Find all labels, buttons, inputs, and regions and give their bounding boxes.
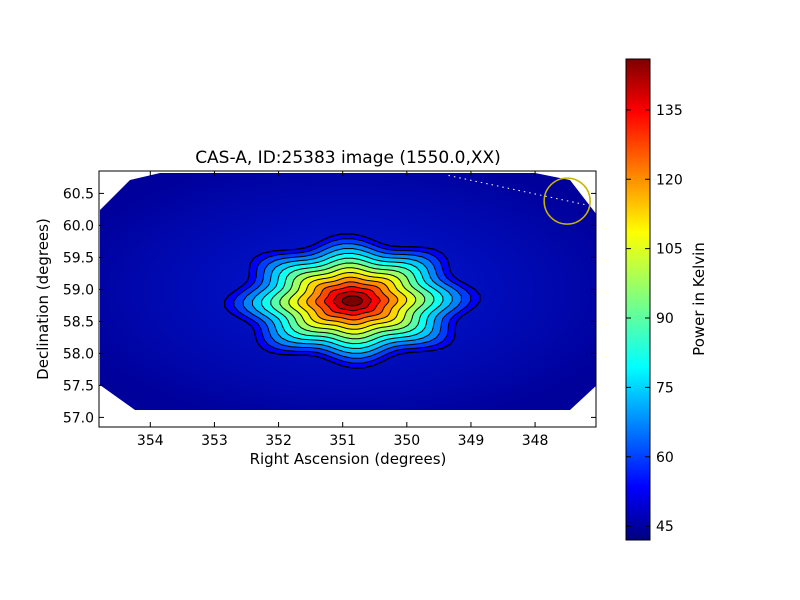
- contour: [306, 276, 399, 326]
- x-tick-label: 349: [458, 433, 485, 449]
- y-axis: 57.0 57.5 58.0 58.5 59.0 59.5 60.0 60.5: [63, 186, 596, 426]
- colorbar-tick-label: 75: [656, 380, 674, 396]
- colorbar-label: Power in Kelvin: [690, 242, 708, 356]
- colorbar: 45 60 75 90 105 120 135 Power in Kelvin: [625, 58, 708, 541]
- colorbar-tick-label: 60: [656, 450, 674, 466]
- contour: [251, 247, 453, 354]
- y-tick-label: 58.0: [63, 346, 94, 362]
- colorbar-tick-label: 90: [656, 311, 674, 327]
- marker-circle: [543, 177, 591, 225]
- dotted-line: [448, 174, 587, 206]
- contour: [315, 281, 390, 321]
- contour: [261, 252, 444, 349]
- contour: [332, 290, 372, 312]
- contour: [223, 233, 481, 369]
- x-tick-label: 353: [201, 433, 228, 449]
- x-tick-label: 350: [393, 433, 420, 449]
- x-tick-label: 348: [522, 433, 549, 449]
- peak-contour: [341, 295, 363, 307]
- colorbar-tick-label: 105: [656, 242, 683, 258]
- contour: [288, 267, 417, 335]
- contour: [270, 257, 435, 345]
- y-tick-label: 57.5: [63, 378, 94, 394]
- contour: [233, 238, 472, 364]
- x-tick-label: 352: [265, 433, 292, 449]
- x-axis: 354 353 352 351 350 349 348: [137, 171, 549, 449]
- y-tick-label: 60.0: [63, 218, 94, 234]
- contour: [323, 286, 381, 316]
- chart-title: CAS-A, ID:25383 image (1550.0,XX): [195, 148, 501, 168]
- colorbar-gradient: [625, 58, 651, 541]
- contour: [297, 271, 408, 330]
- plot-area: [98, 170, 597, 428]
- plot-frame: [98, 170, 597, 428]
- y-axis-label: Declination (degrees): [34, 218, 52, 380]
- x-axis-label: Right Ascension (degrees): [250, 450, 447, 468]
- y-tick-label: 60.5: [63, 186, 94, 202]
- colorbar-ticks: 45 60 75 90 105 120 135: [626, 103, 683, 535]
- y-tick-label: 57.0: [63, 410, 94, 426]
- y-tick-label: 59.0: [63, 282, 94, 298]
- y-tick-label: 58.5: [63, 314, 94, 330]
- contour: [242, 243, 462, 359]
- y-tick-label: 59.5: [63, 250, 94, 266]
- colorbar-tick-label: 120: [656, 172, 683, 188]
- contour: [279, 262, 426, 340]
- contour-lines: [223, 233, 481, 369]
- colorbar-tick-label: 135: [656, 103, 683, 119]
- x-tick-label: 351: [329, 433, 356, 449]
- colorbar-tick-label: 45: [656, 519, 674, 535]
- x-tick-label: 354: [137, 433, 164, 449]
